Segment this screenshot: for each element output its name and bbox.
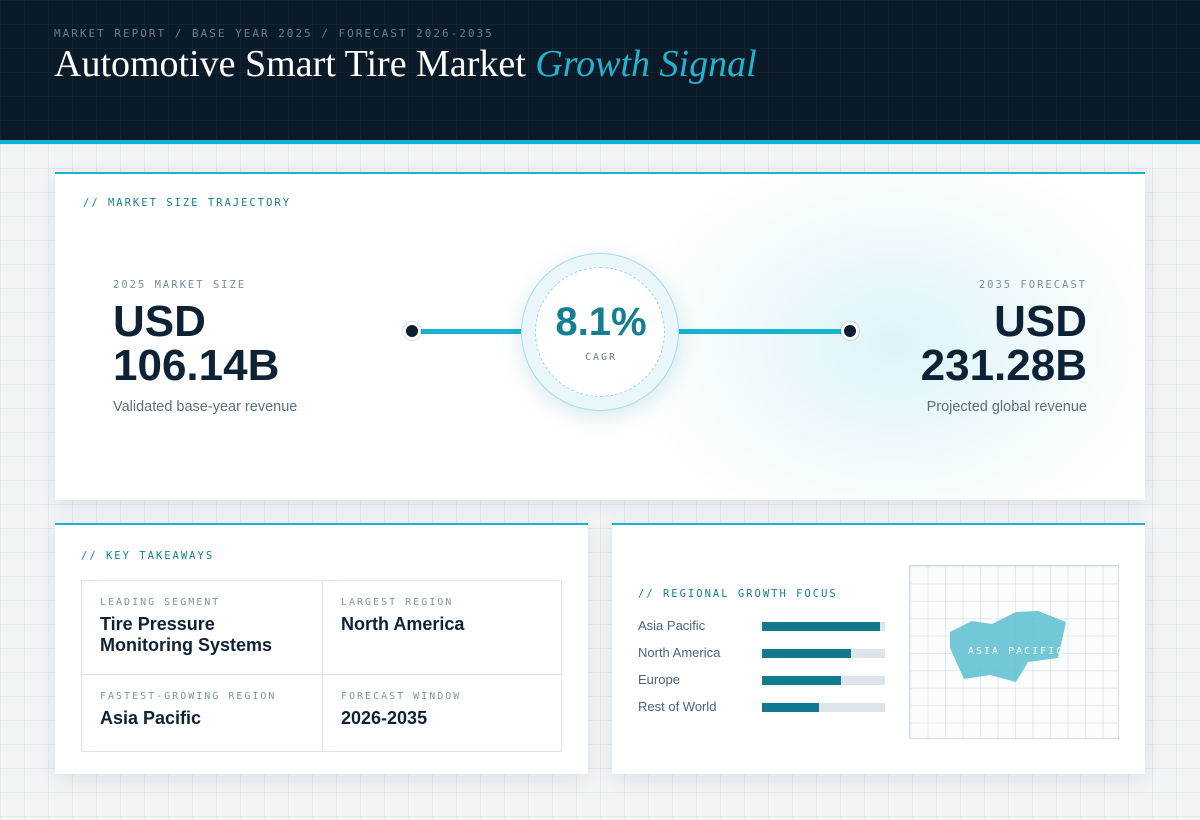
start-subtitle: Validated base-year revenue: [113, 399, 298, 415]
cagr-inner-ring: 8.1% CAGR: [535, 267, 665, 397]
cagr-value: 8.1%: [555, 300, 647, 344]
start-currency: USD: [113, 297, 206, 346]
end-subtitle: Projected global revenue: [926, 399, 1087, 415]
takeaway-value: North America: [341, 614, 465, 634]
takeaway-value: 2026-2035: [341, 708, 428, 728]
start-dot: [403, 322, 421, 340]
regional-section-label: // REGIONAL GROWTH FOCUS: [638, 588, 838, 600]
region-bar-fill: [762, 703, 819, 712]
takeaway-fastest-growing-region: FASTEST-GROWING REGION Asia Pacific: [82, 674, 322, 752]
page-title-accent: Growth Signal: [535, 43, 757, 85]
region-bar-label: North America: [638, 645, 721, 660]
region-bar-label: Rest of World: [638, 699, 717, 714]
region-bar-fill: [762, 622, 881, 631]
end-amount: 231.28B: [920, 341, 1087, 390]
takeaway-label: LEADING SEGMENT: [100, 597, 221, 608]
background-glow: [615, 174, 1145, 500]
end-currency: USD: [994, 297, 1087, 346]
trajectory-line-left: [421, 329, 521, 334]
end-dot: [841, 322, 859, 340]
report-header: MARKET REPORT / BASE YEAR 2025 / FORECAS…: [0, 0, 1200, 144]
cagr-badge: 8.1% CAGR: [521, 253, 679, 411]
region-bar-label: Asia Pacific: [638, 618, 706, 633]
asia-pacific-region-shape: [950, 611, 1066, 682]
trajectory-line-right: [679, 329, 843, 334]
end-caption: 2035 FORECAST: [978, 279, 1087, 291]
takeaway-value: Tire Pressure Monitoring Systems: [100, 614, 273, 655]
region-bar-fill: [762, 676, 841, 685]
takeaway-value: Asia Pacific: [100, 708, 202, 728]
cagr-label: CAGR: [584, 352, 618, 363]
trajectory-section-label: // MARKET SIZE TRAJECTORY: [83, 197, 292, 209]
region-bar-track: [762, 622, 885, 631]
market-size-trajectory-card: // MARKET SIZE TRAJECTORY 2025 MARKET SI…: [55, 172, 1145, 500]
region-bar-fill: [762, 649, 851, 658]
end-value: USD 231.28B: [921, 300, 1087, 388]
page-title: Automotive Smart Tire Market Growth Sign…: [54, 42, 757, 86]
asia-pacific-map-shape: [950, 611, 1066, 682]
region-bar-track: [762, 649, 885, 658]
takeaway-leading-segment: LEADING SEGMENT Tire Pressure Monitoring…: [82, 581, 322, 674]
takeaway-label: LARGEST REGION: [341, 597, 454, 608]
key-takeaways-card: // KEY TAKEAWAYS LEADING SEGMENT Tire Pr…: [55, 523, 588, 774]
region-bar-track: [762, 676, 885, 685]
region-map: ASIA PACIFIC: [909, 565, 1119, 739]
takeaways-section-label: // KEY TAKEAWAYS: [81, 550, 215, 562]
region-bar-track: [762, 703, 885, 712]
takeaway-forecast-window: FORECAST WINDOW 2026-2035: [322, 674, 562, 752]
regional-growth-card: // REGIONAL GROWTH FOCUS Asia Pacific No…: [612, 523, 1145, 774]
start-amount: 106.14B: [113, 341, 280, 390]
page-title-main: Automotive Smart Tire Market: [54, 43, 526, 85]
takeaway-largest-region: LARGEST REGION North America: [322, 581, 562, 674]
takeaway-label: FORECAST WINDOW: [341, 691, 462, 702]
start-value: USD 106.14B: [113, 300, 279, 388]
breadcrumb: MARKET REPORT / BASE YEAR 2025 / FORECAS…: [54, 27, 494, 40]
map-region-label: ASIA PACIFIC: [968, 646, 1065, 657]
takeaway-label: FASTEST-GROWING REGION: [100, 691, 277, 702]
takeaways-grid: LEADING SEGMENT Tire Pressure Monitoring…: [81, 580, 562, 752]
start-caption: 2025 MARKET SIZE: [113, 279, 247, 291]
region-bar-label: Europe: [638, 672, 680, 687]
